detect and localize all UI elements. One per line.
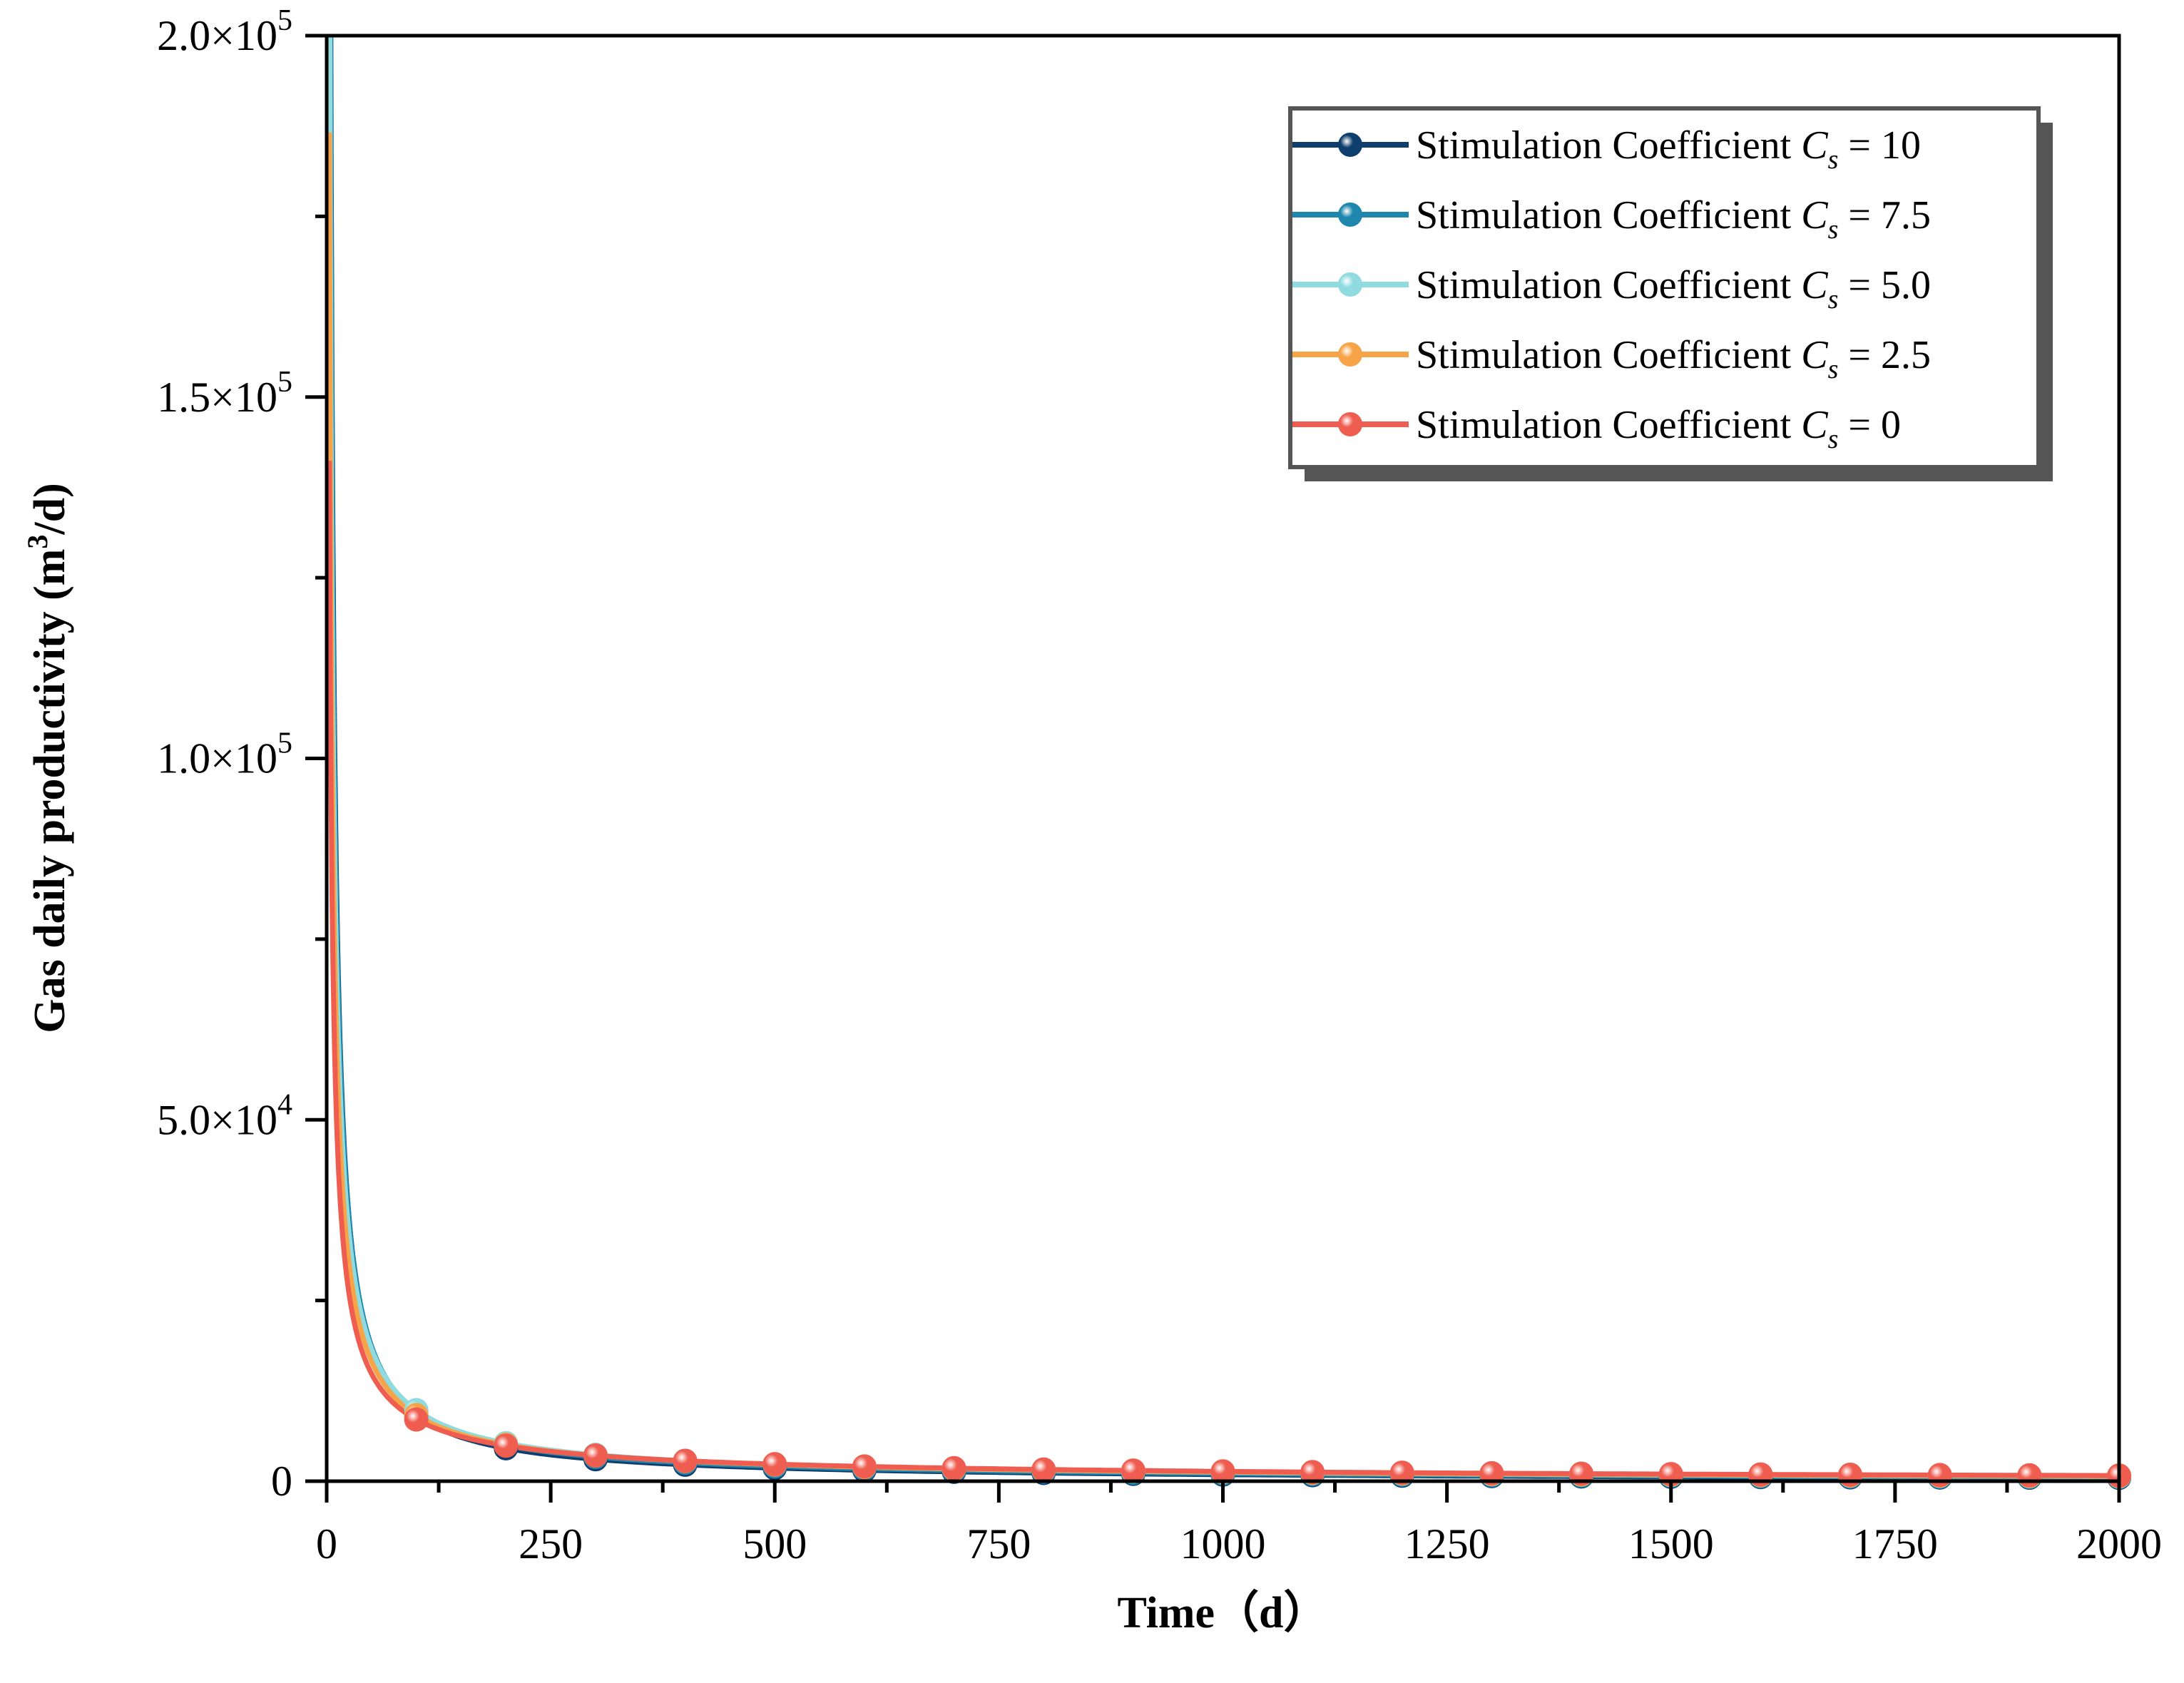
y-tick-label: 1.0×105 (157, 727, 292, 782)
legend-box (1288, 106, 2041, 469)
legend-label: Stimulation Coefficient Cs = 0 (1416, 403, 1901, 454)
x-tick-label: 750 (966, 1520, 1031, 1567)
legend-marker (1338, 342, 1362, 367)
legend-label: Stimulation Coefficient Cs = 10 (1416, 123, 1921, 175)
y-axis-title-sup: 3 (21, 535, 53, 549)
data-point (2017, 1463, 2042, 1488)
x-tick-label: 2000 (2076, 1520, 2162, 1567)
data-point (1927, 1463, 1952, 1488)
x-tick-label: 1750 (1852, 1520, 1938, 1567)
y-tick-label: 0 (271, 1458, 292, 1505)
data-point (1121, 1458, 1145, 1483)
data-point (1479, 1461, 1504, 1485)
data-point (762, 1452, 787, 1477)
data-point (583, 1443, 608, 1468)
legend-label: Stimulation Coefficient Cs = 5.0 (1416, 263, 1931, 314)
y-axis-title-main: Gas daily productivity (m (26, 549, 74, 1033)
x-tick-label: 1000 (1180, 1520, 1266, 1567)
legend-label: Stimulation Coefficient Cs = 2.5 (1416, 333, 1931, 384)
legend: Stimulation Coefficient Cs = 10 Stimulati… (1288, 106, 2053, 481)
data-point (1300, 1460, 1325, 1485)
x-axis: 0 250 500 750 1000 1250 1500 1750 2000 (316, 1481, 2162, 1567)
legend-marker (1338, 272, 1362, 297)
y-axis-title-end: /d) (26, 483, 74, 535)
series-curves (327, 36, 2119, 1480)
legend-marker (1338, 203, 1362, 227)
x-axis-title: Time（d） (1117, 1587, 1327, 1637)
y-tick-label: 1.5×105 (157, 366, 292, 421)
data-point (1389, 1461, 1414, 1485)
data-point (942, 1456, 966, 1480)
y-axis: 0 5.0×104 1.0×105 1.5×105 2.0×105 (157, 4, 327, 1505)
data-point (673, 1448, 698, 1473)
y-tick-label: 5.0×104 (157, 1088, 292, 1143)
series-markers (404, 1398, 2131, 1490)
data-point (1031, 1457, 1056, 1482)
data-point (494, 1433, 519, 1458)
x-tick-label: 0 (316, 1520, 337, 1567)
x-tick-label: 250 (519, 1520, 583, 1567)
y-tick-label: 2.0×105 (157, 4, 292, 59)
x-tick-label: 1500 (1628, 1520, 1714, 1567)
y-axis-title: Gas daily productivity (m3/d) (21, 483, 74, 1033)
x-tick-label: 1250 (1404, 1520, 1490, 1567)
x-tick-label: 500 (743, 1520, 807, 1567)
legend-marker (1338, 133, 1362, 157)
legend-marker (1338, 412, 1362, 436)
data-point (852, 1454, 877, 1479)
data-point (404, 1407, 429, 1432)
series-line (327, 461, 2119, 1478)
data-point (1210, 1459, 1235, 1484)
legend-label: Stimulation Coefficient Cs = 7.5 (1416, 193, 1931, 245)
